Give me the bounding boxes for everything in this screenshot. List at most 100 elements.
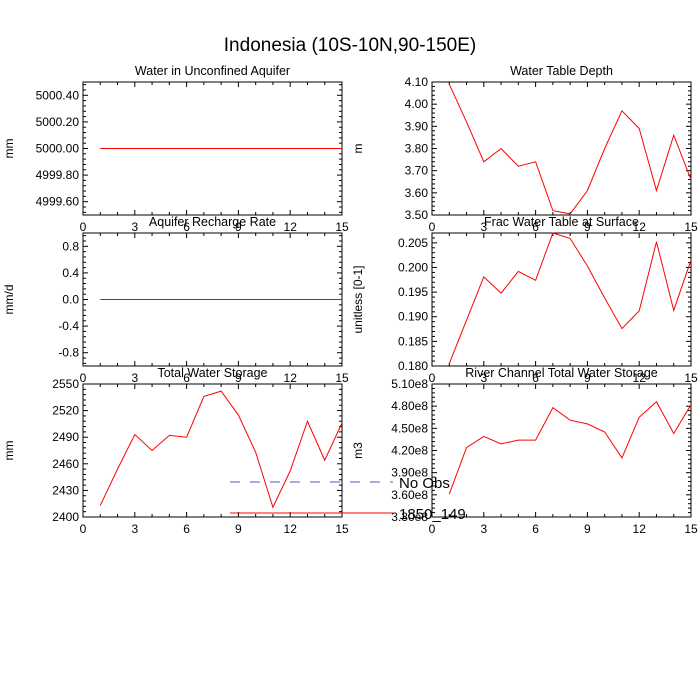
x-tick-label: 9 bbox=[584, 220, 591, 234]
y-tick-label: 0.180 bbox=[398, 359, 428, 373]
panels: Water in Unconfined Aquifer mm 0 3 6 9 12 15 499… bbox=[2, 64, 698, 536]
y-tick-label: 0.0 bbox=[62, 293, 79, 307]
x-tick-label: 6 bbox=[532, 371, 539, 385]
x-tick-label: 6 bbox=[183, 220, 190, 234]
x-tick-label: 0 bbox=[80, 220, 87, 234]
y-tick-label: 2460 bbox=[52, 457, 79, 471]
x-tick-label: 3 bbox=[131, 522, 138, 536]
y-tick-label: 0.8 bbox=[62, 239, 79, 253]
plot-frame bbox=[431, 81, 692, 216]
plot-title: Water Table Depth bbox=[510, 64, 613, 78]
chart-panel-6: River Channel Total Water Storage m3 0 3 6 9 1… bbox=[351, 366, 698, 536]
y-tick-label: 3.30e8 bbox=[391, 510, 428, 524]
chart-panel-5: Total Water Storage mm 0 3 6 9 12 15 2400 2430 246… bbox=[2, 366, 349, 536]
chart-panel-1: Water in Unconfined Aquifer mm 0 3 6 9 12 15 499… bbox=[2, 64, 349, 234]
y-tick-label: 2490 bbox=[52, 430, 79, 444]
y-tick-label: 2400 bbox=[52, 510, 79, 524]
series-line-1 bbox=[448, 84, 692, 215]
y-tick-label: 2520 bbox=[52, 404, 79, 418]
x-tick-label: 3 bbox=[480, 371, 487, 385]
y-tick-label: 4.50e8 bbox=[391, 421, 428, 435]
y-axis-label: unitless [0-1] bbox=[351, 265, 365, 333]
chart-panel-4: Frac Water Table at Surface unitless [0-1… bbox=[351, 215, 698, 385]
x-tick-label: 15 bbox=[335, 371, 349, 385]
x-tick-label: 15 bbox=[335, 522, 349, 536]
y-tick-label: 4.80e8 bbox=[391, 399, 428, 413]
x-tick-label: 3 bbox=[480, 522, 487, 536]
x-tick-label: 15 bbox=[684, 522, 698, 536]
x-tick-label: 3 bbox=[131, 220, 138, 234]
y-tick-label: 4.10 bbox=[405, 75, 429, 89]
legend: No Obs 1850_149 bbox=[230, 475, 466, 523]
y-tick-label: -0.4 bbox=[58, 319, 79, 333]
chart-panel-3: Aquifer Recharge Rate mm/d 0 3 6 9 12 15 -0.8 -0.… bbox=[2, 215, 349, 385]
y-tick-label: 0.205 bbox=[398, 236, 428, 250]
y-tick-label: 0.190 bbox=[398, 310, 428, 324]
x-tick-label: 9 bbox=[235, 522, 242, 536]
y-tick-label: 4.00 bbox=[405, 97, 429, 111]
x-tick-label: 15 bbox=[684, 220, 698, 234]
plot-title: Aquifer Recharge Rate bbox=[149, 215, 276, 229]
x-tick-label: 15 bbox=[684, 371, 698, 385]
y-tick-label: 0.195 bbox=[398, 285, 428, 299]
x-tick-label: 6 bbox=[183, 522, 190, 536]
y-axis-label: mm bbox=[2, 139, 16, 159]
x-tick-label: 12 bbox=[284, 522, 298, 536]
x-tick-label: 0 bbox=[429, 522, 436, 536]
x-tick-label: 0 bbox=[80, 371, 87, 385]
y-tick-label: 5.10e8 bbox=[391, 377, 428, 391]
y-tick-label: 3.90 bbox=[405, 119, 429, 133]
legend-obs-label: No Obs bbox=[399, 475, 450, 492]
x-tick-label: 6 bbox=[183, 371, 190, 385]
x-tick-label: 12 bbox=[633, 522, 647, 536]
x-tick-label: 6 bbox=[532, 220, 539, 234]
y-tick-label: -0.8 bbox=[58, 346, 79, 360]
chart-panel-2: Water Table Depth m 0 3 6 9 12 15 3.50 3.60 3.70 3.… bbox=[351, 64, 698, 234]
y-tick-label: 2550 bbox=[52, 377, 79, 391]
series-line-1 bbox=[448, 232, 692, 364]
y-tick-label: 5000.40 bbox=[36, 88, 80, 102]
y-tick-label: 3.60e8 bbox=[391, 488, 428, 502]
y-tick-label: 0.4 bbox=[62, 266, 79, 280]
y-tick-label: 4999.60 bbox=[36, 195, 80, 209]
y-axis-label: mm bbox=[2, 441, 16, 461]
x-tick-label: 15 bbox=[335, 220, 349, 234]
x-tick-label: 3 bbox=[131, 371, 138, 385]
series-line-1 bbox=[99, 390, 343, 509]
y-tick-label: 2430 bbox=[52, 483, 79, 497]
x-tick-label: 9 bbox=[584, 371, 591, 385]
x-tick-label: 0 bbox=[429, 371, 436, 385]
plot-title: River Channel Total Water Storage bbox=[465, 366, 658, 380]
plot-frame bbox=[431, 383, 692, 518]
x-tick-label: 12 bbox=[284, 371, 298, 385]
plot-title: Frac Water Table at Surface bbox=[484, 215, 639, 229]
y-tick-label: 5000.20 bbox=[36, 115, 80, 129]
x-tick-label: 9 bbox=[235, 371, 242, 385]
series-line-1 bbox=[448, 400, 692, 495]
y-tick-label: 5000.00 bbox=[36, 142, 80, 156]
plot-title: Total Water Storage bbox=[157, 366, 267, 380]
x-tick-label: 12 bbox=[633, 371, 647, 385]
plot-frame bbox=[82, 383, 343, 518]
y-axis-label: m bbox=[351, 144, 365, 154]
x-tick-label: 12 bbox=[284, 220, 298, 234]
x-tick-label: 9 bbox=[584, 522, 591, 536]
plot-frame bbox=[431, 232, 692, 367]
y-tick-label: 3.60 bbox=[405, 186, 429, 200]
y-tick-label: 4.20e8 bbox=[391, 444, 428, 458]
legend-model-label: 1850_149 bbox=[399, 506, 466, 523]
x-tick-label: 0 bbox=[80, 522, 87, 536]
x-tick-label: 9 bbox=[235, 220, 242, 234]
y-axis-label: mm/d bbox=[2, 285, 16, 315]
y-axis-label: m3 bbox=[351, 442, 365, 459]
y-tick-label: 3.90e8 bbox=[391, 466, 428, 480]
plot-title: Water in Unconfined Aquifer bbox=[135, 64, 290, 78]
y-tick-label: 0.200 bbox=[398, 260, 428, 274]
y-tick-label: 0.185 bbox=[398, 334, 428, 348]
x-tick-label: 3 bbox=[480, 220, 487, 234]
x-tick-label: 12 bbox=[633, 220, 647, 234]
y-tick-label: 3.70 bbox=[405, 164, 429, 178]
y-tick-label: 3.50 bbox=[405, 208, 429, 222]
x-tick-label: 6 bbox=[532, 522, 539, 536]
